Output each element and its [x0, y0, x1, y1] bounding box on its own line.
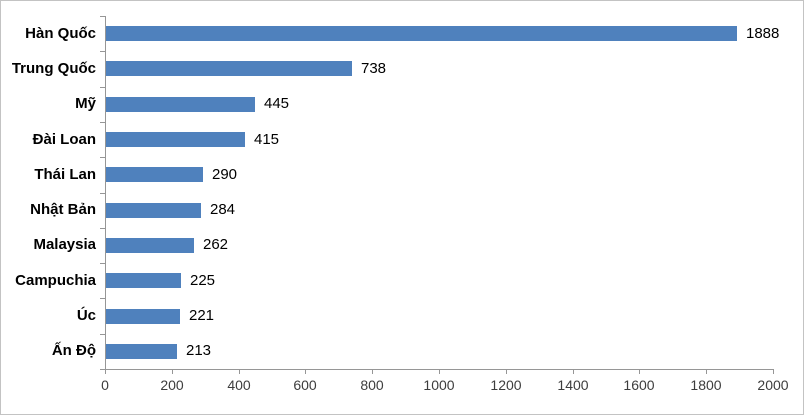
category-label: Trung Quốc — [11, 60, 96, 77]
category-axis-tick — [100, 16, 105, 17]
value-axis-tick-label: 1000 — [423, 377, 455, 393]
category-label: Úc — [76, 307, 96, 324]
bar-value-label: 284 — [210, 201, 236, 218]
category-label: Hàn Quốc — [25, 25, 96, 42]
value-axis-tick — [773, 370, 774, 374]
bar-value-label: 445 — [264, 95, 290, 112]
bar-value-label: 262 — [203, 236, 229, 253]
value-axis-tick-label: 1800 — [690, 377, 722, 393]
value-axis-tick — [372, 370, 373, 374]
category-label: Ấn Độ — [51, 342, 96, 359]
bar — [106, 167, 203, 182]
category-label: Đài Loan — [32, 131, 96, 148]
value-axis-tick — [639, 370, 640, 374]
value-axis-tick — [105, 370, 106, 374]
category-axis-tick — [100, 369, 105, 370]
bar — [106, 309, 180, 324]
value-axis-tick — [706, 370, 707, 374]
category-axis-tick — [100, 228, 105, 229]
category-label: Campuchia — [15, 272, 96, 289]
value-axis-tick — [239, 370, 240, 374]
category-axis-tick — [100, 298, 105, 299]
category-label: Malaysia — [33, 236, 96, 253]
value-axis-tick-label: 800 — [360, 377, 384, 393]
value-axis-tick-label: 1200 — [490, 377, 522, 393]
category-axis-tick — [100, 157, 105, 158]
bar-value-label: 213 — [186, 342, 212, 359]
bar — [106, 238, 194, 253]
value-axis-tick — [305, 370, 306, 374]
category-axis-tick — [100, 51, 105, 52]
bar-value-label: 225 — [190, 272, 216, 289]
value-axis-tick-label: 0 — [101, 377, 109, 393]
category-axis-tick — [100, 263, 105, 264]
value-axis-tick-label: 1600 — [623, 377, 655, 393]
bar-value-label: 221 — [189, 307, 215, 324]
value-axis-tick — [172, 370, 173, 374]
bar — [106, 132, 245, 147]
value-axis-tick-label: 1400 — [557, 377, 589, 393]
bar-value-label: 1888 — [746, 25, 780, 42]
bar — [106, 344, 177, 359]
value-axis-tick-label: 2000 — [757, 377, 789, 393]
value-axis-tick — [439, 370, 440, 374]
value-axis-tick — [506, 370, 507, 374]
value-axis-tick-label: 600 — [293, 377, 317, 393]
bar — [106, 61, 352, 76]
bar — [106, 26, 737, 41]
value-axis-tick — [573, 370, 574, 374]
value-axis-line — [105, 369, 774, 370]
category-label: Nhật Bản — [30, 201, 96, 218]
category-axis-tick — [100, 87, 105, 88]
bar — [106, 203, 201, 218]
bar — [106, 273, 181, 288]
category-axis-tick — [100, 193, 105, 194]
bar-value-label: 738 — [361, 60, 387, 77]
category-axis-line — [105, 16, 106, 370]
value-axis-tick-label: 200 — [160, 377, 184, 393]
bar-value-label: 415 — [254, 131, 280, 148]
value-axis-tick-label: 400 — [227, 377, 251, 393]
bar-value-label: 290 — [212, 166, 238, 183]
category-label: Mỹ — [75, 95, 96, 112]
category-axis-tick — [100, 334, 105, 335]
category-axis-tick — [100, 122, 105, 123]
bar — [106, 97, 255, 112]
category-label: Thái Lan — [34, 166, 96, 183]
